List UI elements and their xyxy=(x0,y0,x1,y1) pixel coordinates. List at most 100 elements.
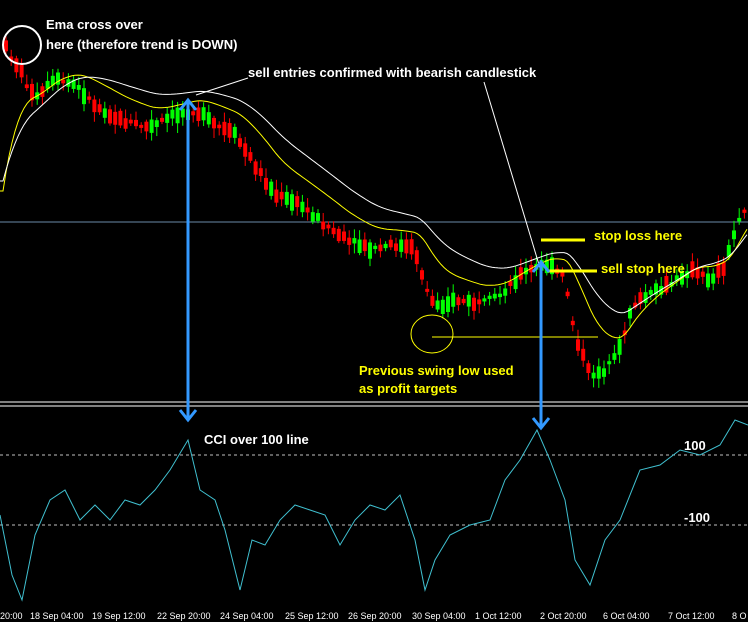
candle-body xyxy=(82,88,86,105)
x-tick-label: 6 Oct 04:00 xyxy=(603,611,650,621)
ema-cross-circle xyxy=(2,25,42,65)
candle-body xyxy=(50,75,55,86)
x-tick-label: 30 Sep 04:00 xyxy=(412,611,466,621)
candle-body xyxy=(570,320,575,326)
candle-body xyxy=(284,191,289,205)
candle-body xyxy=(102,108,107,118)
candle-body xyxy=(191,111,196,116)
candle-body xyxy=(472,297,476,311)
candle-body xyxy=(160,117,164,122)
annotation-swing-low-line2: as profit targets xyxy=(359,381,458,396)
candle-body xyxy=(602,368,606,377)
candle-body xyxy=(409,239,414,255)
candle-body xyxy=(404,239,409,254)
candle-body xyxy=(196,107,201,121)
candle-body xyxy=(654,283,658,295)
candle-body xyxy=(492,293,497,299)
candle-body xyxy=(40,86,45,97)
ema-fast-line xyxy=(0,74,748,339)
candle-body xyxy=(14,58,19,73)
candle-body xyxy=(149,119,154,133)
candle-body xyxy=(591,372,596,379)
candle-body xyxy=(674,275,679,281)
candle-body xyxy=(368,242,372,259)
x-tick-label: 2 Oct 20:00 xyxy=(540,611,587,621)
candle-body xyxy=(664,275,669,293)
candle-body xyxy=(19,64,24,78)
candle-body xyxy=(56,72,60,85)
candle-body xyxy=(612,353,617,360)
candle-body xyxy=(253,161,258,175)
candle-body xyxy=(243,143,248,157)
candle-body xyxy=(9,56,14,61)
candle-body xyxy=(269,181,274,196)
candle-body xyxy=(477,299,482,305)
candle-body xyxy=(217,124,222,129)
candle-body xyxy=(732,230,736,240)
candle-body xyxy=(24,84,29,89)
candle-body xyxy=(503,288,508,296)
candle-body xyxy=(628,307,632,319)
candle-body xyxy=(279,191,284,200)
candle-body xyxy=(290,194,294,211)
cci-pane: 100 -100 xyxy=(0,419,748,602)
candle-body xyxy=(222,121,227,136)
annotation-stop-loss: stop loss here xyxy=(594,228,683,243)
candle-body xyxy=(544,259,549,274)
candle-body xyxy=(227,123,232,138)
x-tick-label: 7 Oct 12:00 xyxy=(668,611,715,621)
candle-body xyxy=(518,267,523,280)
candle-body xyxy=(581,348,586,361)
candle-body xyxy=(113,111,118,125)
candle-body xyxy=(295,196,300,208)
candle-body xyxy=(336,228,341,242)
sell-entries-pointer-2 xyxy=(483,81,541,269)
candle-body xyxy=(446,296,450,312)
candle-body xyxy=(690,261,695,278)
candle-body xyxy=(61,79,66,84)
blue-arrow-right-head-bottom xyxy=(531,417,551,431)
candle-body xyxy=(633,302,638,308)
candle-body xyxy=(310,212,315,222)
cci-level-minus100-label: -100 xyxy=(684,510,710,525)
candle-body xyxy=(321,221,326,230)
candle-body xyxy=(300,201,305,213)
x-tick-label: 1 Oct 12:00 xyxy=(475,611,522,621)
candle-body xyxy=(576,339,580,351)
candle-body xyxy=(326,224,331,229)
candle-body xyxy=(108,109,112,124)
candle-body xyxy=(175,107,180,124)
candle-body xyxy=(425,288,430,292)
cci-level-100-label: 100 xyxy=(684,438,706,453)
x-tick-label: 22 Sep 20:00 xyxy=(157,611,211,621)
candle-body xyxy=(388,239,393,248)
sell-entries-pointer xyxy=(195,77,249,96)
annotation-swing-low: Previous swing low used xyxy=(359,363,514,378)
candle-body xyxy=(264,177,268,190)
candle-body xyxy=(726,245,731,257)
candle-body xyxy=(659,286,664,295)
candle-body xyxy=(357,239,362,254)
annotation-cci-note: CCI over 100 line xyxy=(204,432,309,447)
cci-line xyxy=(0,419,748,602)
candle-body xyxy=(154,120,159,127)
candle-body xyxy=(414,250,419,265)
candle-body xyxy=(180,108,185,118)
candle-body xyxy=(399,239,404,252)
annotation-ema-cross: Ema cross over xyxy=(46,17,143,32)
candle-body xyxy=(742,209,747,213)
candle-body xyxy=(508,281,513,286)
price-pane xyxy=(0,36,748,407)
candle-body xyxy=(92,99,97,113)
candle-body xyxy=(258,168,263,177)
candle-body xyxy=(139,124,144,128)
candle-body xyxy=(30,83,34,101)
candle-body xyxy=(596,366,601,379)
annotation-sell-stop: sell stop here xyxy=(601,261,685,276)
candle-body xyxy=(71,79,76,89)
x-tick-label: 24 Sep 04:00 xyxy=(220,611,274,621)
blue-arrow-left-head-top xyxy=(178,97,198,111)
candle-body xyxy=(305,207,310,213)
candle-body xyxy=(373,245,378,250)
annotation-sell-entries: sell entries confirmed with bearish cand… xyxy=(248,65,537,80)
